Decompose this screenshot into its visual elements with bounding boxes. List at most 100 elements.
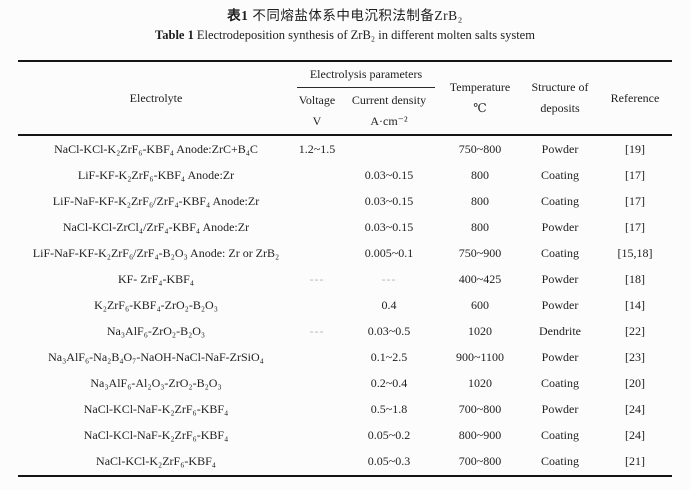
caption-chinese-label: 表1 bbox=[227, 8, 249, 23]
cell-current-density: 0.05~0.2 bbox=[367, 428, 411, 443]
cell-current-density: 0.03~0.15 bbox=[364, 219, 414, 234]
table-row: K₂ZrF₆-KBF₄-ZrO₂-B₂O₃ 0.4 600 Powder [14… bbox=[18, 292, 672, 318]
header-reference: Reference bbox=[610, 90, 660, 105]
table-body: NaCl-KCl-K₂ZrF₆-KBF₄ Anode:ZrC+B₄C 1.2~1… bbox=[18, 136, 672, 475]
caption-english: Table 1 Electrodeposition synthesis of Zr… bbox=[0, 26, 690, 44]
cell-temperature: 400~425 bbox=[458, 271, 502, 286]
cell-electrolyte: LiF-KF-K₂ZrF₆-KBF₄ Anode:Zr bbox=[77, 167, 235, 182]
header-temperature: Temperature ℃ bbox=[438, 62, 522, 134]
cell-electrolyte: Na₃AlF₆-Al₂O₃-ZrO₂-B₂O₃ bbox=[90, 376, 222, 391]
header-current-density-unit: A·cm⁻² bbox=[370, 114, 408, 128]
cell-structure: Powder bbox=[541, 271, 579, 286]
table-header-rule bbox=[18, 134, 672, 136]
cell-electrolyte: LiF-NaF-KF-K₂ZrF₆/ZrF₄-KBF₄ Anode:Zr bbox=[52, 193, 260, 208]
cell-current-density: 0.03~0.15 bbox=[364, 193, 414, 208]
cell-electrolyte: NaCl-KCl-NaF-K₂ZrF₆-KBF₄ bbox=[83, 428, 229, 443]
cell-structure: Powder bbox=[541, 298, 579, 312]
cell-structure: Coating bbox=[541, 245, 579, 260]
cell-reference: [21] bbox=[625, 454, 645, 469]
table-row: NaCl-KCl-K₂ZrF₆-KBF₄ 0.05~0.3 700~800 Co… bbox=[18, 449, 672, 475]
table-row: Na₃AlF₆-ZrO₂-B₂O₃ --- 0.03~0.5 1020 Dend… bbox=[18, 319, 672, 345]
header-parameters-subcolumns: Voltage V Current density A·cm⁻² bbox=[294, 88, 438, 134]
cell-current-density: 0.5~1.8 bbox=[370, 402, 408, 417]
header-current-density: Current density A·cm⁻² bbox=[340, 88, 438, 134]
caption-chinese-text: 不同熔盐体系中电沉积法制备ZrB₂ bbox=[252, 8, 463, 23]
cell-structure: Powder bbox=[541, 402, 579, 417]
cell-electrolyte: NaCl-KCl-ZrCl₄/ZrF₄-KBF₄ Anode:Zr bbox=[62, 219, 250, 234]
cell-reference: [19] bbox=[625, 141, 645, 156]
cell-temperature: 750~900 bbox=[458, 245, 502, 260]
cell-structure: Powder bbox=[541, 141, 579, 156]
cell-current-density: 0.005~0.1 bbox=[364, 245, 414, 260]
cell-reference: [17] bbox=[625, 167, 645, 182]
header-voltage-line1: Voltage bbox=[298, 93, 336, 107]
cell-structure: Powder bbox=[541, 219, 579, 234]
cell-temperature: 800~900 bbox=[458, 428, 502, 443]
cell-electrolyte: NaCl-KCl-NaF-K₂ZrF₆-KBF₄ bbox=[83, 402, 229, 417]
table-top-rule bbox=[18, 60, 672, 62]
cell-electrolyte: KF- ZrF₄-KBF₄ bbox=[117, 271, 195, 286]
header-electrolysis-parameters: Electrolysis parameters bbox=[297, 62, 435, 88]
cell-temperature: 1020 bbox=[468, 376, 492, 391]
cell-reference: [17] bbox=[625, 193, 645, 208]
cell-current-density: 0.4 bbox=[381, 298, 397, 312]
cell-current-density: 0.2~0.4 bbox=[370, 376, 408, 391]
cell-reference: [24] bbox=[625, 402, 645, 417]
cell-temperature: 800 bbox=[471, 193, 489, 208]
header-temperature-unit: ℃ bbox=[473, 101, 487, 115]
header-electrolyte: Electrolyte bbox=[129, 90, 183, 105]
cell-structure: Powder bbox=[541, 350, 579, 365]
table-bottom-rule bbox=[18, 475, 672, 477]
cell-electrolyte: NaCl-KCl-K₂ZrF₆-KBF₄ bbox=[96, 454, 216, 469]
cell-reference: [14] bbox=[625, 298, 645, 312]
header-structure-line1: Structure of bbox=[531, 80, 589, 94]
cell-temperature: 700~800 bbox=[458, 454, 502, 469]
cell-voltage: --- bbox=[309, 271, 325, 286]
cell-temperature: 600 bbox=[471, 298, 489, 312]
caption-english-text: Electrodeposition synthesis of ZrB₂ in d… bbox=[196, 28, 535, 42]
header-current-density-line1: Current density bbox=[351, 93, 427, 107]
cell-electrolyte: NaCl-KCl-K₂ZrF₆-KBF₄ Anode:ZrC+B₄C bbox=[54, 141, 258, 156]
data-table: Electrolyte Electrolysis parameters Volt… bbox=[18, 60, 672, 477]
cell-current-density: 0.05~0.3 bbox=[367, 454, 411, 469]
cell-reference: [23] bbox=[625, 350, 645, 365]
header-structure-line2: deposits bbox=[540, 101, 580, 115]
cell-electrolyte: Na₃AlF₆-Na₂B₄O₇-NaOH-NaCl-NaF-ZrSiO₄ bbox=[48, 350, 264, 365]
cell-temperature: 900~1100 bbox=[455, 350, 505, 365]
table-row: NaCl-KCl-K₂ZrF₆-KBF₄ Anode:ZrC+B₄C 1.2~1… bbox=[18, 136, 672, 162]
table-row: NaCl-KCl-NaF-K₂ZrF₆-KBF₄ 0.5~1.8 700~800… bbox=[18, 397, 672, 423]
table-row: NaCl-KCl-NaF-K₂ZrF₆-KBF₄ 0.05~0.2 800~90… bbox=[18, 423, 672, 449]
caption-english-label: Table 1 bbox=[155, 28, 194, 42]
cell-structure: Coating bbox=[541, 376, 579, 391]
cell-current-density: --- bbox=[381, 271, 397, 286]
table-row: Na₃AlF₆-Al₂O₃-ZrO₂-B₂O₃ 0.2~0.4 1020 Coa… bbox=[18, 371, 672, 397]
cell-electrolyte: Na₃AlF₆-ZrO₂-B₂O₃ bbox=[106, 324, 206, 339]
cell-current-density: 0.1~2.5 bbox=[370, 350, 408, 365]
cell-structure: Coating bbox=[541, 193, 579, 208]
cell-reference: [22] bbox=[625, 324, 645, 339]
cell-reference: [20] bbox=[625, 376, 645, 391]
header-voltage-unit: V bbox=[312, 114, 322, 128]
cell-reference: [24] bbox=[625, 428, 645, 443]
cell-structure: Coating bbox=[541, 167, 579, 182]
table-row: NaCl-KCl-ZrCl₄/ZrF₄-KBF₄ Anode:Zr 0.03~0… bbox=[18, 214, 672, 240]
table-row: LiF-KF-K₂ZrF₆-KBF₄ Anode:Zr 0.03~0.15 80… bbox=[18, 162, 672, 188]
table-row: LiF-NaF-KF-K₂ZrF₆/ZrF₄-B₂O₃ Anode: Zr or… bbox=[18, 240, 672, 266]
cell-reference: [17] bbox=[625, 219, 645, 234]
cell-temperature: 800 bbox=[471, 219, 489, 234]
cell-current-density: 0.03~0.15 bbox=[364, 167, 414, 182]
cell-structure: Coating bbox=[541, 428, 579, 443]
cell-structure: Dendrite bbox=[539, 324, 581, 339]
table-row: Na₃AlF₆-Na₂B₄O₇-NaOH-NaCl-NaF-ZrSiO₄ 0.1… bbox=[18, 345, 672, 371]
cell-voltage: --- bbox=[309, 324, 325, 339]
cell-structure: Coating bbox=[541, 454, 579, 469]
cell-electrolyte: K₂ZrF₆-KBF₄-ZrO₂-B₂O₃ bbox=[94, 298, 218, 312]
header-electrolysis-parameters-group: Electrolysis parameters Voltage V Curren… bbox=[294, 62, 438, 134]
cell-temperature: 750~800 bbox=[458, 141, 502, 156]
table-row: LiF-NaF-KF-K₂ZrF₆/ZrF₄-KBF₄ Anode:Zr 0.0… bbox=[18, 188, 672, 214]
cell-electrolyte: LiF-NaF-KF-K₂ZrF₆/ZrF₄-B₂O₃ Anode: Zr or… bbox=[32, 245, 280, 260]
table-header: Electrolyte Electrolysis parameters Volt… bbox=[18, 62, 672, 134]
header-temperature-line1: Temperature bbox=[449, 80, 511, 94]
cell-reference: [18] bbox=[625, 271, 645, 286]
cell-temperature: 700~800 bbox=[458, 402, 502, 417]
